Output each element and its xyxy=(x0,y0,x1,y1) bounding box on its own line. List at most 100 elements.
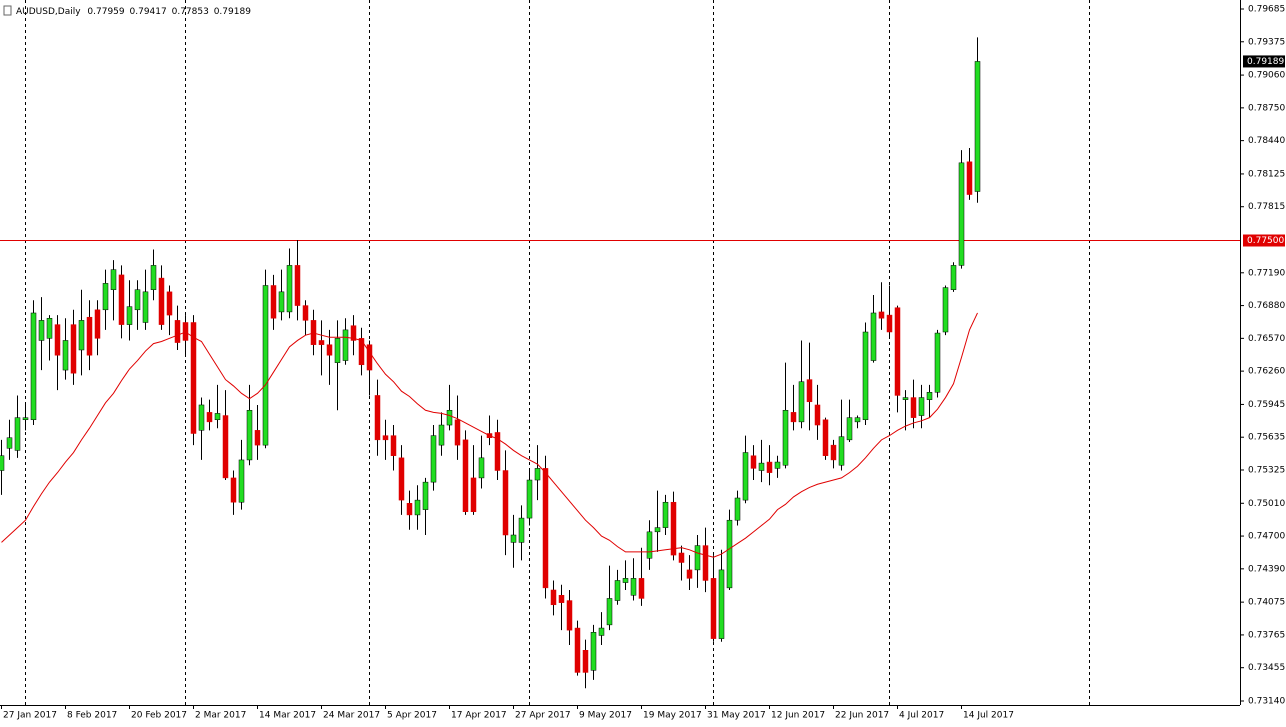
moving-average xyxy=(1,312,978,558)
y-tick-label: 0.75325 xyxy=(1248,465,1285,475)
candle-body xyxy=(462,439,469,512)
candle-body xyxy=(870,312,877,361)
candle-body xyxy=(222,415,229,479)
candle-body xyxy=(134,289,141,311)
candle-body xyxy=(582,649,589,673)
candle-body xyxy=(654,527,661,533)
y-tick-label: 0.74075 xyxy=(1248,598,1285,608)
candle-body xyxy=(150,265,157,290)
candle-body xyxy=(846,417,853,441)
candle-body xyxy=(110,269,117,290)
candle-body xyxy=(934,332,941,393)
candle-body xyxy=(294,265,301,306)
candle-body xyxy=(206,412,213,423)
candle-body xyxy=(350,325,357,341)
x-tick-label: 2 Mar 2017 xyxy=(195,711,246,721)
candle-body xyxy=(438,424,445,446)
candle-body xyxy=(942,287,949,333)
candle-body xyxy=(838,436,845,466)
candle-body xyxy=(606,598,613,626)
y-tick-label: 0.76570 xyxy=(1248,334,1285,344)
y-tick-label: 0.79060 xyxy=(1248,71,1285,81)
candle-body xyxy=(750,455,757,469)
candle-body xyxy=(374,395,381,441)
level-price-label: 0.77500 xyxy=(1247,236,1284,246)
candle-body xyxy=(166,291,173,316)
candle-body xyxy=(414,499,421,516)
candle-body xyxy=(646,531,653,559)
candle-body xyxy=(158,277,165,325)
candle-body xyxy=(254,430,261,446)
candle-body xyxy=(62,340,69,371)
header-close: 0.79189 xyxy=(214,7,251,17)
candle-body xyxy=(566,600,573,631)
candle-body xyxy=(54,324,61,356)
y-tick-label: 0.78125 xyxy=(1248,169,1285,179)
plot-area xyxy=(0,37,1240,689)
level-price-box xyxy=(1243,234,1285,247)
candle-body xyxy=(790,412,797,423)
candle-body xyxy=(742,452,749,501)
last-price-box xyxy=(1243,55,1285,68)
candle-body xyxy=(86,316,93,356)
candle-body xyxy=(918,397,925,416)
candle-body xyxy=(894,307,901,396)
candle-body xyxy=(494,432,501,471)
candle-body xyxy=(70,324,77,374)
y-tick-label: 0.77190 xyxy=(1248,268,1285,278)
candle-body xyxy=(94,309,101,339)
candle-body xyxy=(726,519,733,589)
x-tick-label: 27 Apr 2017 xyxy=(515,711,571,721)
candle-body xyxy=(510,534,517,543)
candle-body xyxy=(406,503,413,516)
candle-body xyxy=(326,344,333,356)
candle-body xyxy=(286,265,293,313)
y-tick-label: 0.74700 xyxy=(1248,532,1285,542)
candle-body xyxy=(214,413,221,421)
y-tick-label: 0.73140 xyxy=(1248,697,1285,707)
x-tick-label: 24 Mar 2017 xyxy=(323,711,380,721)
candle-body xyxy=(886,314,893,333)
candle-body xyxy=(830,444,837,461)
candle-body xyxy=(734,497,741,521)
candle-body xyxy=(862,331,869,421)
y-tick-label: 0.78750 xyxy=(1248,103,1285,113)
x-tick-label: 27 Jan 2017 xyxy=(3,711,57,721)
y-tick-label: 0.76260 xyxy=(1248,367,1285,377)
candle-body xyxy=(966,161,973,195)
candle-body xyxy=(782,409,789,466)
candle-body xyxy=(910,397,917,418)
header-high: 0.79417 xyxy=(130,7,167,17)
candle-body xyxy=(6,437,13,449)
candle-body xyxy=(718,569,725,639)
candle-body xyxy=(638,578,645,599)
x-tick-label: 19 May 2017 xyxy=(643,711,702,721)
candle-body xyxy=(38,320,45,341)
x-tick-label: 31 May 2017 xyxy=(707,711,766,721)
candle-body xyxy=(598,627,605,636)
candle-body xyxy=(590,632,597,671)
candle-body xyxy=(302,305,309,321)
candle-body xyxy=(902,397,909,400)
candle-body xyxy=(382,435,389,441)
candle-body xyxy=(398,457,405,501)
candle-body xyxy=(390,435,397,456)
chart-title: AUDUSD,Daily xyxy=(16,7,81,17)
candle-body xyxy=(518,517,525,543)
candle-body xyxy=(974,61,981,192)
candle-body xyxy=(454,419,461,446)
x-tick-label: 17 Apr 2017 xyxy=(451,711,507,721)
y-tick-label: 0.79685 xyxy=(1248,5,1285,15)
x-tick-label: 4 Jul 2017 xyxy=(899,711,944,721)
candle-body xyxy=(142,291,149,323)
candle-body xyxy=(662,501,669,528)
y-tick-label: 0.73765 xyxy=(1248,630,1285,640)
chart-header: AUDUSD,Daily 0.77959 0.79417 0.77853 0.7… xyxy=(16,7,251,17)
candle-body xyxy=(358,338,365,366)
candle-body xyxy=(622,578,629,583)
candle-body xyxy=(502,470,509,536)
candle-body xyxy=(670,501,677,556)
candle-body xyxy=(262,285,269,446)
